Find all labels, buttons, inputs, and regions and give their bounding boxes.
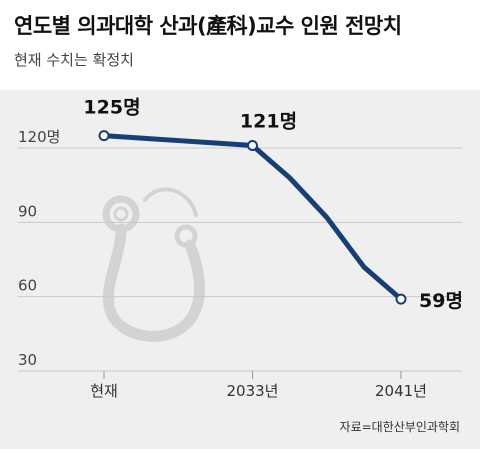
y-tick-label: 60 — [18, 277, 37, 295]
y-tick-label: 120명 — [18, 128, 60, 146]
series-line — [101, 133, 404, 302]
stethoscope-icon — [102, 187, 205, 342]
data-point-marker — [98, 130, 110, 142]
data-point-marker — [395, 293, 407, 305]
data-label: 121명 — [240, 111, 297, 133]
data-label: 59명 — [419, 290, 463, 312]
data-point-marker — [247, 140, 258, 152]
header: 연도별 의과대학 산과(產科)교수 인원 전망치 현재 수치는 확정치 — [14, 10, 470, 70]
x-tick-label: 2041년 — [375, 382, 427, 400]
x-tick-label: 2033년 — [227, 382, 279, 400]
source-note: 자료=대한산부인과학회 — [339, 420, 460, 434]
chart-title: 연도별 의과대학 산과(產科)교수 인원 전망치 — [14, 14, 402, 38]
data-label: 125명 — [83, 97, 140, 119]
chart-subtitle: 현재 수치는 확정치 — [14, 51, 134, 69]
y-tick-label: 90 — [18, 202, 37, 220]
plot-background — [0, 90, 480, 449]
y-tick-label: 30 — [18, 351, 37, 369]
x-tick-label: 현재 — [90, 382, 118, 400]
